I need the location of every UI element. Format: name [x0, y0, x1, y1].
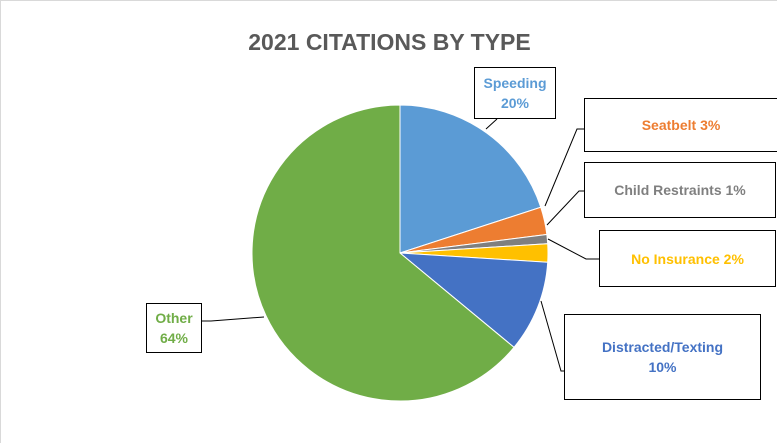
leader-lines [202, 118, 599, 372]
data-label-child-restraints: Child Restraints 1% [584, 162, 776, 218]
leader-line-child-restraints [546, 190, 584, 226]
pie-slice-speeding [399, 104, 542, 254]
data-label-seatbelt: Seatbelt 3% [584, 98, 777, 152]
data-label-no-insurance: No Insurance 2% [599, 230, 776, 287]
leader-line-seatbelt [544, 128, 584, 207]
leader-line-distracted-texting [540, 300, 564, 372]
pie-slices [251, 104, 549, 402]
leader-line-no-insurance [547, 238, 599, 260]
chart-title: 2021 CITATIONS BY TYPE [248, 29, 531, 55]
leader-line-other [202, 316, 265, 322]
leader-line-speeding [485, 118, 498, 130]
data-label-speeding: Speeding 20% [474, 67, 556, 119]
data-label-distracted-texting: Distracted/Texting 10% [564, 314, 761, 400]
data-label-other: Other 64% [146, 303, 202, 353]
pie-slice-other [251, 104, 515, 402]
pie-slice-distracted-texting [398, 252, 549, 349]
